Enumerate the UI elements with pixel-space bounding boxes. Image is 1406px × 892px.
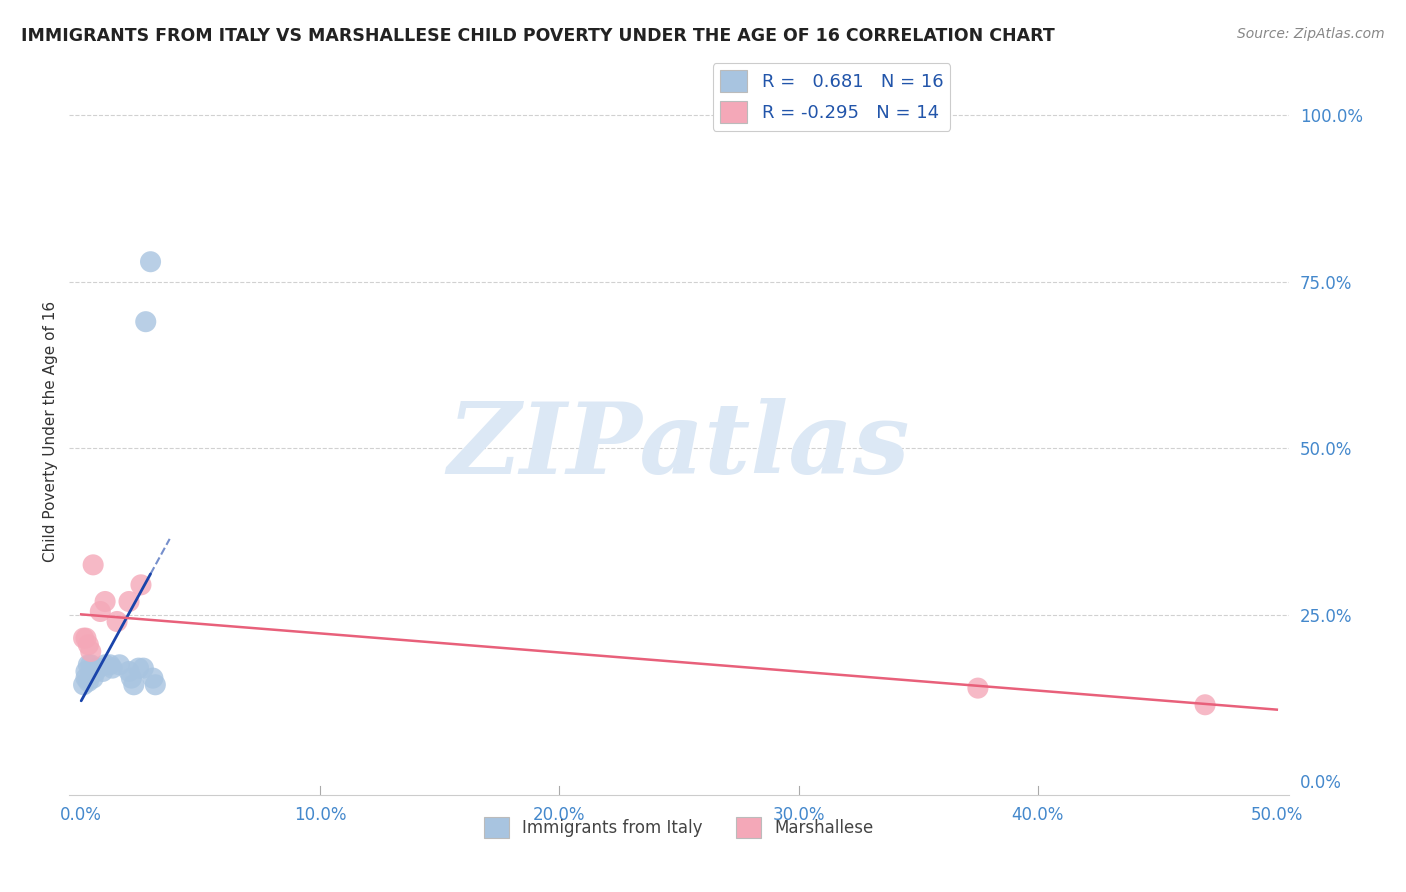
Point (87, 661, 110, 675)
Point (132, 661, 155, 675)
Point (105, 615, 128, 629)
Point (77, 638, 100, 652)
Point (129, 578, 152, 592)
Point (122, 678, 145, 692)
Point (142, 671, 165, 685)
Point (98, 657, 121, 672)
Point (967, 681, 990, 695)
Point (108, 657, 131, 672)
Y-axis label: Child Poverty Under the Age of 16: Child Poverty Under the Age of 16 (44, 301, 58, 562)
Point (75, 631, 97, 645)
Text: ZIPatlas: ZIPatlas (449, 398, 910, 494)
Point (118, 665, 141, 679)
Point (89, 605, 111, 619)
Point (1194, 698, 1216, 712)
Point (82, 558, 104, 572)
Point (143, 678, 166, 692)
Text: Source: ZipAtlas.com: Source: ZipAtlas.com (1237, 27, 1385, 41)
Point (80, 644, 103, 658)
Point (77, 674, 100, 689)
Point (94, 657, 117, 672)
Point (75, 671, 97, 685)
Point (72, 631, 94, 645)
Point (75, 665, 97, 679)
Point (91, 665, 114, 679)
Point (94, 594, 117, 608)
Point (139, 254, 162, 268)
Point (80, 667, 103, 681)
Point (135, 315, 157, 329)
Point (80, 657, 103, 672)
Point (77, 657, 100, 672)
Point (120, 671, 142, 685)
Text: IMMIGRANTS FROM ITALY VS MARSHALLESE CHILD POVERTY UNDER THE AGE OF 16 CORRELATI: IMMIGRANTS FROM ITALY VS MARSHALLESE CHI… (21, 27, 1054, 45)
Point (118, 594, 141, 608)
Point (101, 661, 124, 675)
Point (128, 661, 150, 675)
Legend: Immigrants from Italy, Marshallese: Immigrants from Italy, Marshallese (478, 811, 880, 845)
Point (72, 678, 94, 692)
Point (82, 671, 104, 685)
Point (84, 665, 107, 679)
